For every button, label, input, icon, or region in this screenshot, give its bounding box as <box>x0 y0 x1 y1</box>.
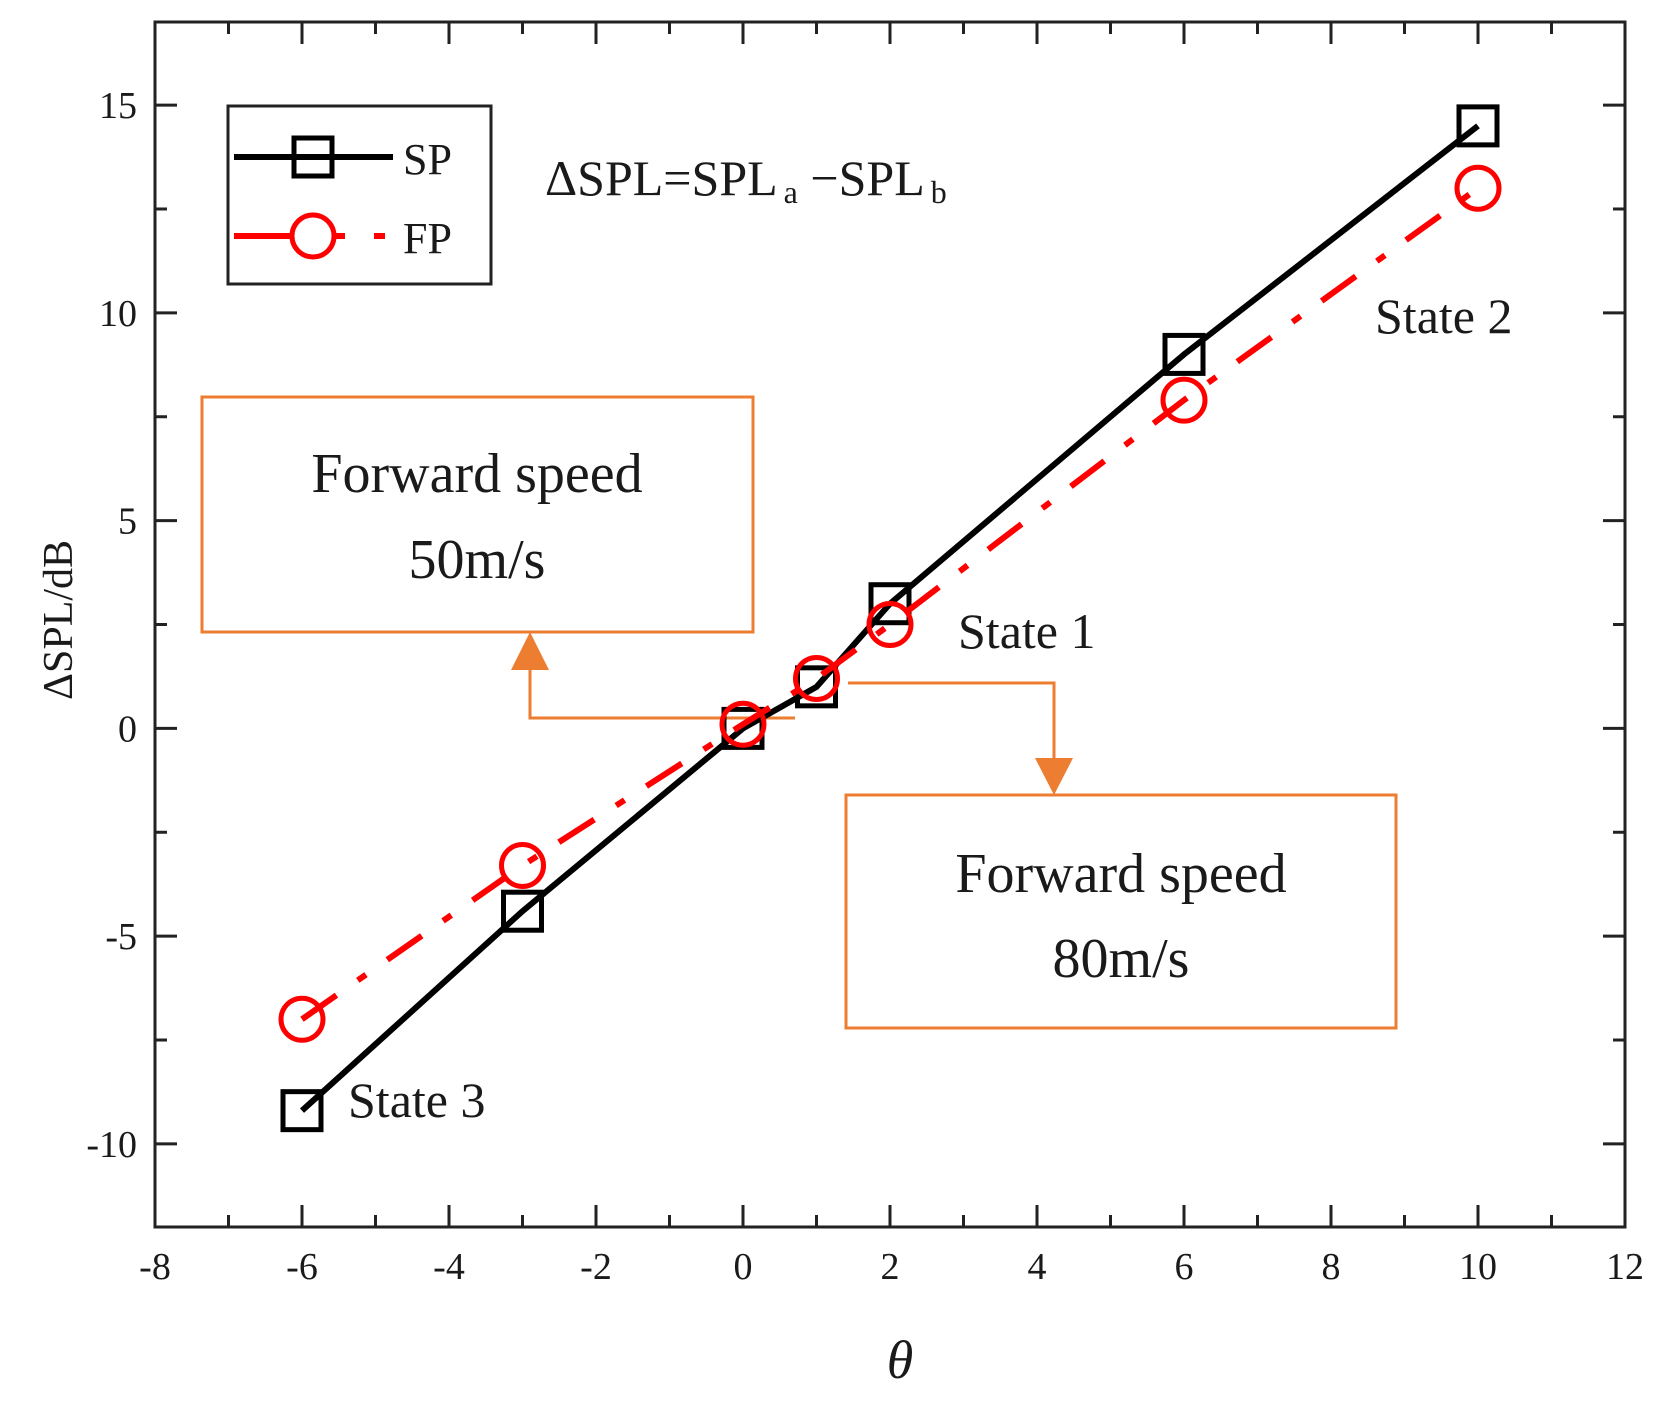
callout-50ms-line1: Forward speed <box>311 443 642 505</box>
data-point-sp <box>280 1089 324 1133</box>
legend: SP FP <box>226 104 493 286</box>
arrowhead-up <box>511 632 549 670</box>
y-tick-labels: -10 -5 0 5 10 15 <box>86 85 137 1166</box>
callout-80ms-box <box>844 793 1398 1030</box>
data-point-fp <box>793 655 840 703</box>
series-layer <box>278 104 1502 1133</box>
formula: ΔSPL=SPL a −SPL b <box>545 150 947 210</box>
data-point-sp <box>1456 104 1500 148</box>
callout-80ms-line1: Forward speed <box>955 843 1286 905</box>
data-point-sp <box>868 582 912 626</box>
x-tick-label: 10 <box>1459 1246 1497 1288</box>
state-1-label: State 1 <box>958 603 1095 659</box>
x-tick-label: -6 <box>286 1246 318 1288</box>
x-tick-label: -8 <box>139 1246 171 1288</box>
arrow-to-80ms-box <box>848 681 1056 760</box>
data-point-fp <box>719 700 767 748</box>
formula-sub-b: b <box>931 174 947 210</box>
y-tick-label: -5 <box>105 916 137 958</box>
legend-box <box>226 104 493 286</box>
state-3-label: State 3 <box>348 1072 485 1128</box>
state-2-label: State 2 <box>1375 288 1512 344</box>
x-tick-label: -2 <box>580 1246 612 1288</box>
callout-80ms-line2: 80m/s <box>1053 928 1190 990</box>
data-point-fp <box>866 601 914 648</box>
x-tick-label: 0 <box>734 1246 753 1288</box>
series-line-fp <box>300 185 1480 1022</box>
data-point-sp <box>1162 332 1206 376</box>
data-point-sp <box>501 889 544 933</box>
legend-sp-label: SP <box>403 135 452 184</box>
x-tick-label: 4 <box>1028 1246 1047 1288</box>
y-tick-label: 10 <box>99 293 137 335</box>
arrow-to-50ms-box <box>528 665 795 720</box>
x-tick-label: 8 <box>1322 1246 1341 1288</box>
legend-fp-marker <box>289 212 337 260</box>
data-point-fp <box>278 995 326 1043</box>
arrowhead-down <box>1035 758 1073 795</box>
x-tick-label: 6 <box>1175 1246 1194 1288</box>
y-tick-label: 5 <box>118 501 137 543</box>
formula-minus: −SPL <box>798 150 925 206</box>
y-tick-label: -10 <box>86 1124 137 1166</box>
x-tick-labels: -8 -6 -4 -2 0 2 4 6 8 10 12 <box>139 1246 1644 1288</box>
y-tick-label: 15 <box>99 85 137 127</box>
callout-50ms-box <box>200 395 755 634</box>
y-tick-label: 0 <box>118 708 137 750</box>
legend-sp-marker <box>291 135 335 179</box>
x-axis-label: θ <box>887 1330 914 1390</box>
y-axis-label: ΔSPL/dB <box>36 540 82 700</box>
formula-main: ΔSPL=SPL <box>545 150 778 206</box>
data-point-fp <box>499 842 546 889</box>
callout-arrows <box>528 665 1056 760</box>
legend-fp-label: FP <box>403 214 452 263</box>
data-point-fp <box>1454 164 1502 212</box>
axis-ticks <box>153 22 1627 1227</box>
callout-80ms: Forward speed 80m/s <box>844 793 1398 1030</box>
x-tick-label: 2 <box>881 1246 900 1288</box>
series-line-sp <box>299 123 1480 1113</box>
data-point-fp <box>1160 376 1208 424</box>
callout-50ms-line2: 50m/s <box>409 529 546 591</box>
formula-sub-a: a <box>784 174 798 210</box>
x-tick-label: 12 <box>1606 1246 1644 1288</box>
callout-50ms: Forward speed 50m/s <box>200 395 755 634</box>
x-tick-label: -4 <box>433 1246 465 1288</box>
